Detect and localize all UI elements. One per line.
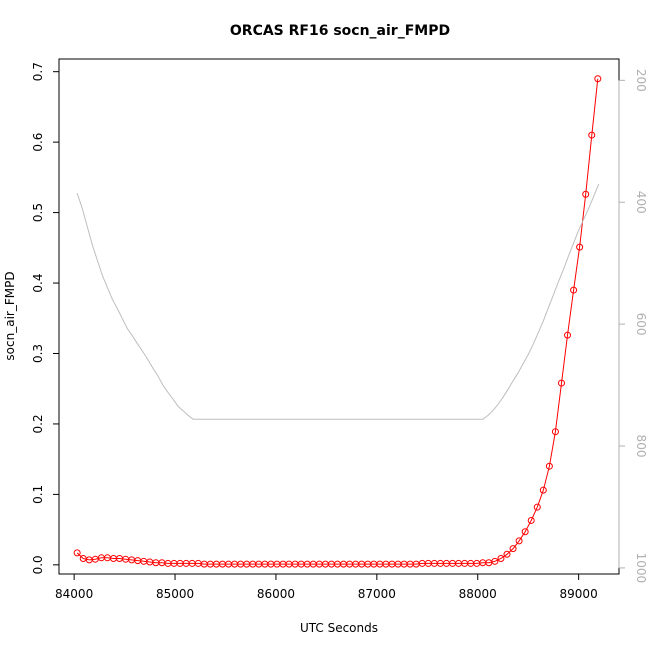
- y-tick-label: 0.4: [31, 273, 45, 292]
- series-layer: [73, 75, 602, 568]
- data-point: [497, 555, 505, 563]
- x-tick-label: 84000: [55, 587, 93, 601]
- y-tick-label: 0.3: [31, 344, 45, 363]
- data-point: [527, 516, 535, 524]
- data-point: [551, 428, 559, 436]
- data-point: [521, 528, 529, 536]
- data-point: [533, 503, 541, 511]
- pressure-line: [76, 183, 600, 420]
- data-point: [545, 462, 553, 470]
- y-right-tick-label: 200: [634, 69, 648, 92]
- x-tick-label: 89000: [560, 587, 598, 601]
- y-tick-label: 0.2: [31, 414, 45, 433]
- data-point: [588, 131, 596, 139]
- x-tick-label: 88000: [459, 587, 497, 601]
- y-tick-label: 0.5: [31, 203, 45, 222]
- data-point: [564, 331, 572, 339]
- data-point: [503, 550, 511, 558]
- data-point: [557, 379, 565, 387]
- y-tick-label: 0.1: [31, 485, 45, 504]
- y-right-tick-label: 800: [634, 435, 648, 458]
- data-point: [491, 557, 499, 565]
- data-point: [539, 486, 547, 494]
- y-right-tick-label: 1000: [634, 553, 648, 584]
- data-point: [73, 549, 81, 557]
- data-point: [594, 75, 602, 83]
- data-point: [582, 190, 590, 198]
- data-point: [515, 537, 523, 545]
- y-axis-label: socn_air_FMPD: [3, 271, 17, 360]
- y-right-tick-label: 600: [634, 313, 648, 336]
- x-axis: 84000 85000 86000 87000 88000 89000: [55, 573, 598, 601]
- y-tick-label: 0.0: [31, 555, 45, 574]
- data-point: [576, 243, 584, 251]
- x-tick-label: 87000: [358, 587, 396, 601]
- y-right-tick-label: 400: [634, 191, 648, 214]
- y-axis: 0.0 0.1 0.2 0.3 0.4 0.5 0.6 0.7: [31, 62, 60, 574]
- x-axis-label: UTC Seconds: [300, 621, 378, 635]
- y-tick-label: 0.7: [31, 62, 45, 81]
- y-tick-label: 0.6: [31, 133, 45, 152]
- chart-title: ORCAS RF16 socn_air_FMPD: [230, 23, 450, 39]
- x-tick-label: 86000: [257, 587, 295, 601]
- data-point: [509, 545, 517, 553]
- plot-frame: [58, 58, 620, 575]
- data-line: [76, 78, 599, 565]
- x-tick-label: 85000: [156, 587, 194, 601]
- data-point: [570, 286, 578, 294]
- y-axis-right: 200 400 600 800 1000: [618, 69, 648, 584]
